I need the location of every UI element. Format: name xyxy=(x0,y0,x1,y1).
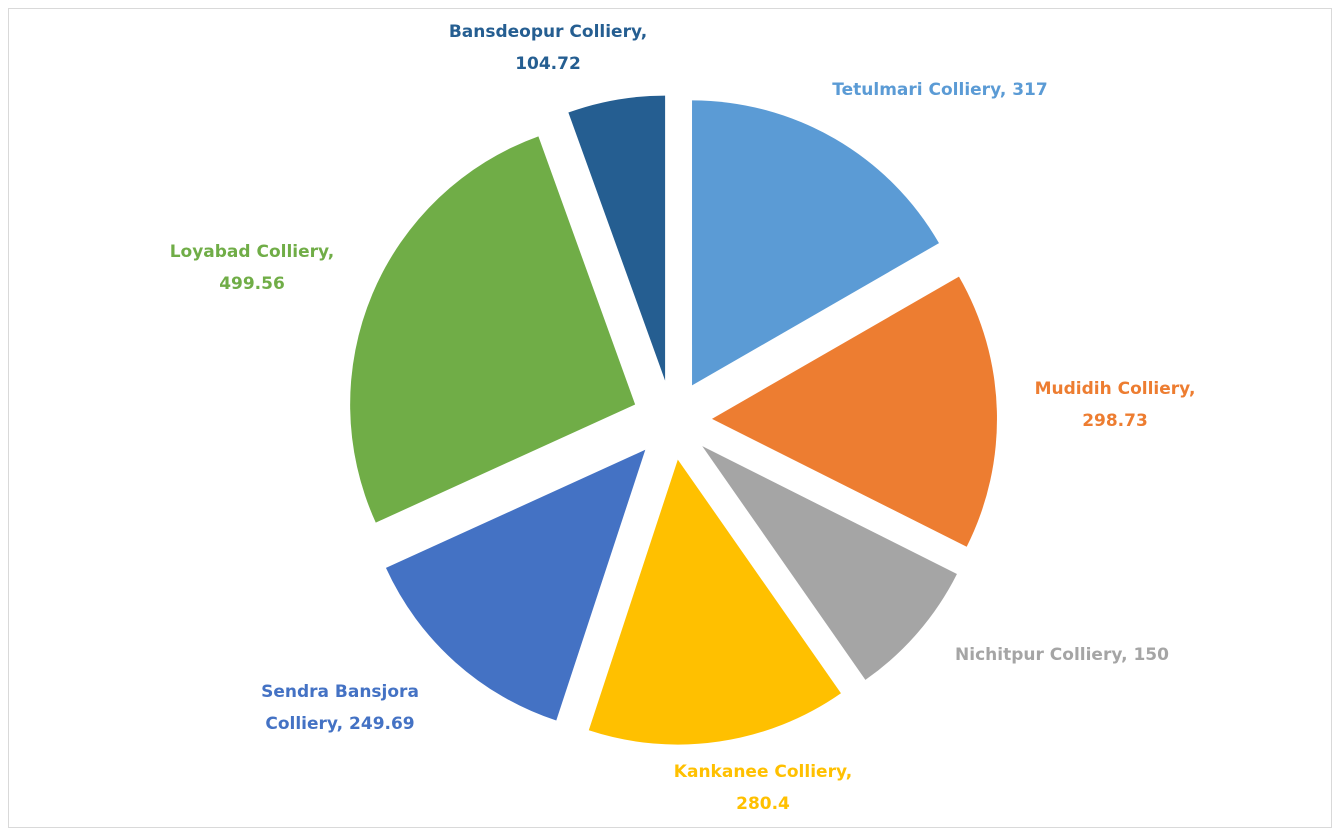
data-label: Loyabad Colliery, 499.56 xyxy=(169,242,335,294)
data-label: Bansdeopur Colliery, 104.72 xyxy=(448,22,648,74)
data-label: Mudidih Colliery, 298.73 xyxy=(1034,379,1196,431)
data-label: Kankanee Colliery, 280.4 xyxy=(673,762,853,814)
data-label: Sendra Bansjora Colliery, 249.69 xyxy=(261,682,419,734)
pie-slice xyxy=(568,95,666,381)
pie-slice xyxy=(702,446,957,680)
pie-slice xyxy=(588,459,841,745)
data-label: Tetulmari Colliery, 317 xyxy=(832,80,1048,100)
pie-slice xyxy=(350,136,636,523)
pie-slice xyxy=(711,276,997,547)
data-label: Nichitpur Colliery, 150 xyxy=(955,645,1169,665)
pie-slice xyxy=(385,449,646,721)
pie-slice xyxy=(692,100,939,386)
